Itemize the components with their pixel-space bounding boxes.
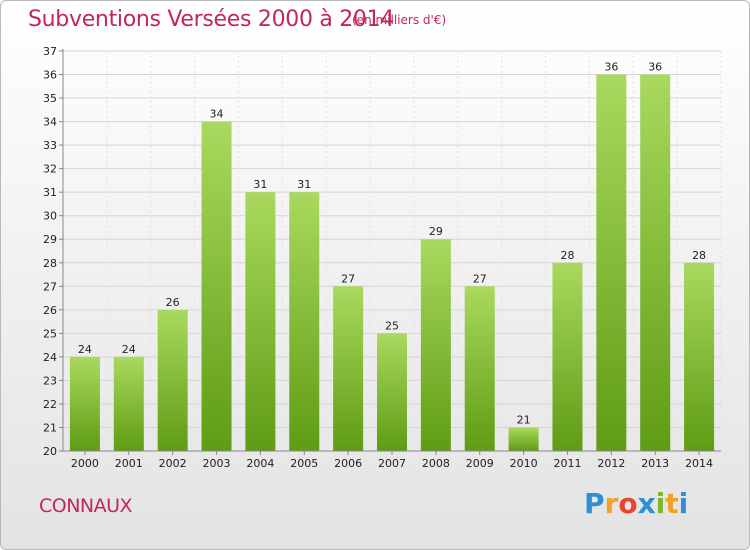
bar-value-label: 28 [560,249,574,262]
y-tick-label: 33 [43,139,57,152]
bar-value-label: 26 [166,296,180,309]
y-tick-label: 21 [43,421,57,434]
bar [69,356,100,451]
bar-value-label: 34 [210,108,224,121]
x-tick-label: 2009 [466,457,494,470]
x-tick-label: 2012 [597,457,625,470]
bar [640,74,671,451]
y-tick-label: 36 [43,69,57,82]
x-tick-label: 2004 [246,457,274,470]
x-tick-label: 2003 [203,457,231,470]
y-tick-label: 34 [43,116,57,129]
logo-letter: P [584,487,605,520]
y-tick-label: 32 [43,163,57,176]
y-tick-label: 31 [43,186,57,199]
bar [508,427,539,451]
x-tick-label: 2005 [290,457,318,470]
bar [596,74,627,451]
bar-value-label: 29 [429,225,443,238]
bar-value-label: 27 [473,272,487,285]
axes: 20 21 22 23 24 25 26 27 28 29 30 31 32 33 34 35 36 37 2000… [43,45,721,470]
y-tick-label: 28 [43,257,57,270]
y-tick-label: 30 [43,210,57,223]
bar-value-label: 36 [604,61,618,74]
town-name: CONNAUX [39,495,133,517]
x-tick-label: 2013 [641,457,669,470]
bar-value-label: 24 [122,343,136,356]
bar [464,286,495,451]
y-tick-label: 25 [43,327,57,340]
logo-letter: i [678,487,689,520]
bar [113,356,144,451]
y-tick-label: 29 [43,233,57,246]
logo-letter: x [637,487,656,520]
x-tick-label: 2010 [510,457,538,470]
y-tick-label: 22 [43,398,57,411]
bar [333,286,364,451]
y-tick-label: 27 [43,280,57,293]
y-tick-label: 26 [43,304,57,317]
logo-letter: t [665,487,679,520]
bar-value-label: 31 [253,178,267,191]
bar [377,333,407,451]
y-tick-label: 20 [43,445,57,458]
unit-label: (en milliers d'€) [352,13,447,27]
bar-value-label: 24 [78,343,92,356]
bar [420,239,451,451]
x-tick-label: 2014 [685,457,713,470]
bars: 24 24 26 34 31 31 27 25 29 27 21 28 36 36 28 [69,61,715,452]
bar-value-label: 25 [385,319,399,332]
x-tick-label: 2001 [115,457,143,470]
x-tick-label: 2000 [71,457,99,470]
x-tick-label: 2006 [334,457,362,470]
bar-value-label: 31 [297,178,311,191]
logo-letter: i [655,487,666,520]
x-tick-label: 2011 [553,457,581,470]
x-tick-label: 2008 [422,457,450,470]
bar [201,121,232,452]
x-tick-label: 2002 [159,457,187,470]
logo-letter: o [618,487,638,520]
logo-letter: r [604,487,619,520]
chart-title: Subventions Versées 2000 à 2014 [28,7,395,32]
bar-value-label: 36 [648,61,662,74]
bar [245,192,276,452]
bar [684,262,715,451]
bar [157,309,188,451]
y-tick-label: 35 [43,92,57,105]
x-tick-label: 2007 [378,457,406,470]
bar-value-label: 27 [341,272,355,285]
y-tick-label: 24 [43,351,57,364]
bar [552,262,583,451]
y-tick-label: 37 [43,45,57,58]
y-tick-label: 23 [43,374,57,387]
proxiti-logo[interactable]: Proxiti [584,487,688,520]
bar-value-label: 28 [692,249,706,262]
bar-value-label: 21 [517,413,531,426]
bar [289,192,320,452]
